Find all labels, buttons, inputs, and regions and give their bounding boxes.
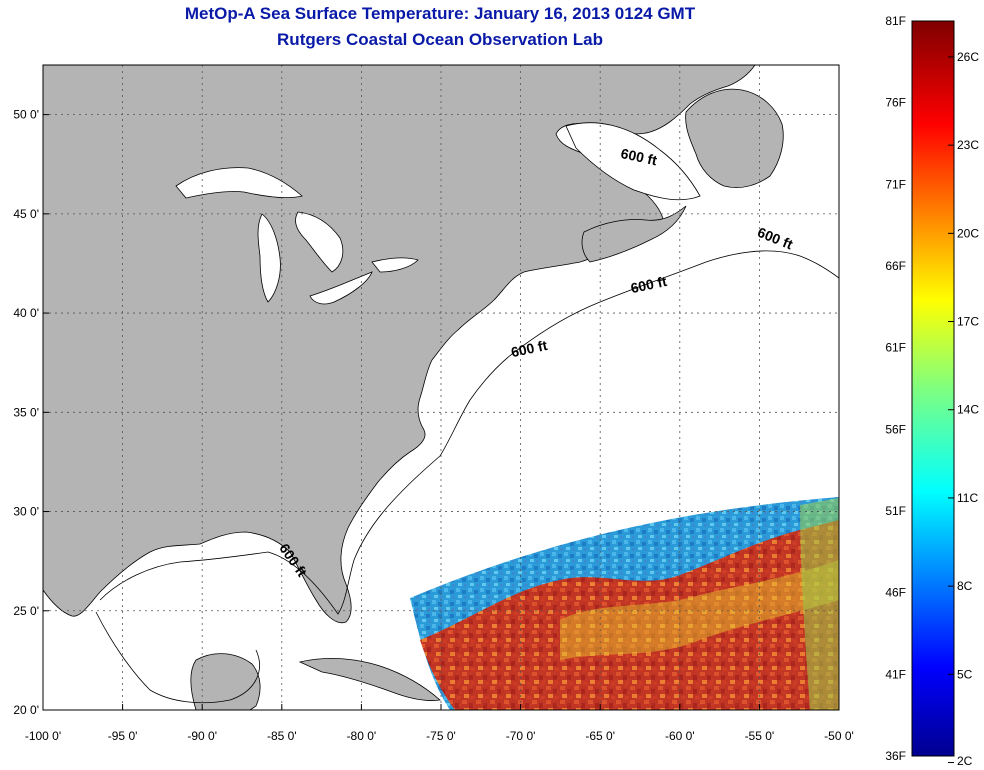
- lake-michigan: [257, 213, 281, 303]
- lake-huron: [295, 211, 344, 273]
- lon-tick-label: -70 0': [506, 729, 536, 743]
- colorbar-f-label: 61F: [885, 341, 906, 355]
- colorbar-f-label: 56F: [885, 422, 906, 436]
- nova-scotia-land: [581, 205, 687, 263]
- cuba-land: [298, 658, 441, 701]
- lat-tick-label: 45 0': [13, 207, 39, 221]
- gulf-st-lawrence: [565, 122, 701, 201]
- lon-tick-label: -100 0': [25, 729, 61, 743]
- colorbar-c-label: 20C: [957, 226, 979, 240]
- lon-tick-label: -65 0': [585, 729, 615, 743]
- map-title: MetOp-A Sea Surface Temperature: January…: [184, 4, 696, 23]
- colorbar-f-label: 81F: [885, 14, 906, 28]
- lon-tick-label: -55 0': [745, 729, 775, 743]
- map-subtitle: Rutgers Coastal Ocean Observation Lab: [277, 30, 603, 49]
- north-america-land: [43, 65, 756, 624]
- colorbar-c-label: 17C: [957, 315, 979, 329]
- depth-label-4: 600 ft: [510, 337, 549, 360]
- lat-tick-label: 35 0': [13, 405, 39, 419]
- lon-tick-label: -50 0': [824, 729, 854, 743]
- colorbar-f-label: 51F: [885, 504, 906, 518]
- map-grid: [43, 65, 839, 710]
- lon-tick-label: -75 0': [426, 729, 456, 743]
- sst-green-band: [800, 498, 839, 710]
- longitude-ticks: -100 0' -95 0' -90 0' -85 0' -80 0' -75 0' -70…: [25, 704, 854, 743]
- lake-superior: [175, 167, 303, 199]
- colorbar-celsius-labels: 26C 23C 20C 17C 14C 11C 8C 5C 2C: [948, 50, 979, 768]
- colorbar-f-label: 71F: [885, 177, 906, 191]
- colorbar-fahrenheit-labels: 81F 76F 71F 66F 61F 56F 51F 46F 41F 36F: [885, 14, 906, 763]
- colorbar-c-label: 5C: [957, 667, 973, 681]
- colorbar-c-label: 23C: [957, 138, 979, 152]
- depth-label-3: 600 ft: [629, 273, 668, 296]
- lon-tick-label: -60 0': [665, 729, 695, 743]
- colorbar-c-label: 26C: [957, 50, 979, 64]
- depth-contour-600ft: [99, 250, 839, 615]
- lat-tick-label: 50 0': [13, 108, 39, 122]
- lon-tick-label: -95 0': [108, 729, 138, 743]
- sst-warm-region: [420, 520, 839, 710]
- depth-label-1: 600 ft: [619, 145, 658, 168]
- colorbar-c-label: 2C: [957, 754, 973, 768]
- latitude-ticks: 20 0' 25 0' 30 0' 35 0' 40 0' 45 0' 50 0': [13, 108, 49, 717]
- colorbar-c-label: 14C: [957, 403, 979, 417]
- colorbar-f-label: 76F: [885, 96, 906, 110]
- colorbar: [911, 20, 955, 757]
- lat-tick-label: 25 0': [13, 604, 39, 618]
- depth-contour-gulf: [95, 611, 260, 704]
- lake-erie: [309, 271, 373, 305]
- lon-tick-label: -90 0': [187, 729, 217, 743]
- newfoundland-land: [685, 88, 784, 188]
- colorbar-f-label: 36F: [885, 749, 906, 763]
- lon-tick-label: -80 0': [347, 729, 377, 743]
- sst-mid-band: [560, 560, 839, 660]
- colorbar-c-label: 11C: [957, 491, 978, 505]
- lat-tick-label: 30 0': [13, 505, 39, 519]
- lat-tick-label: 20 0': [13, 703, 39, 717]
- lon-tick-label: -85 0': [267, 729, 297, 743]
- colorbar-c-label: 8C: [957, 579, 973, 593]
- lat-tick-label: 40 0': [13, 306, 39, 320]
- colorbar-f-label: 66F: [885, 259, 906, 273]
- colorbar-f-label: 46F: [885, 586, 906, 600]
- lake-ontario: [371, 257, 419, 273]
- yucatan-land: [190, 653, 261, 710]
- map-frame: [42, 64, 840, 711]
- colorbar-f-label: 41F: [885, 667, 906, 681]
